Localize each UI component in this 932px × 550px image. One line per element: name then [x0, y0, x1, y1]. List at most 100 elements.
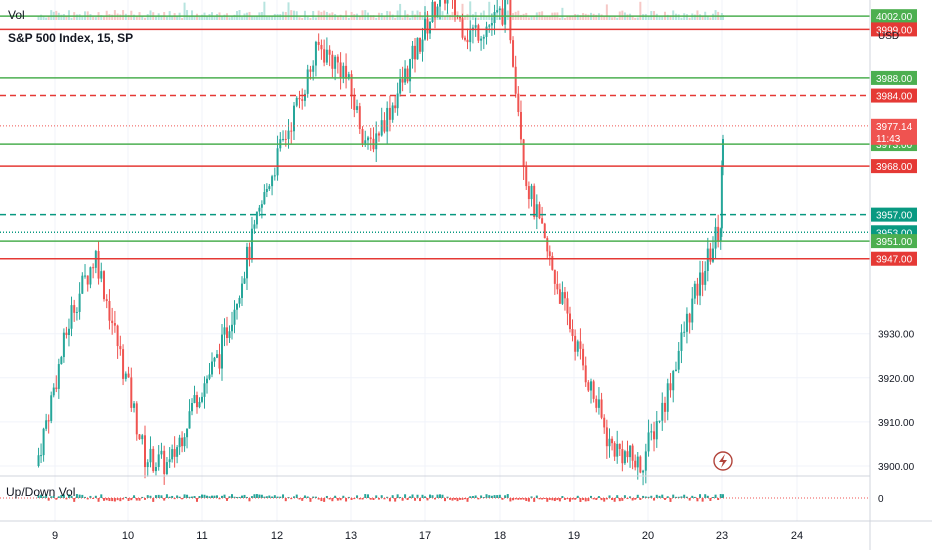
volume-bar — [183, 2, 186, 20]
updown-bar — [168, 496, 171, 498]
volume-bar — [372, 15, 375, 20]
volume-bar — [605, 4, 608, 20]
candle-body — [203, 383, 206, 397]
candle-body — [361, 129, 364, 144]
candle-body — [347, 74, 350, 79]
candle-body — [108, 300, 111, 321]
updown-bar — [42, 496, 45, 498]
updown-bar — [611, 498, 614, 501]
candle-body — [683, 331, 686, 333]
level-badge-text: 3984.00 — [876, 92, 913, 103]
volume-bar — [626, 14, 629, 20]
horizontal-levels — [0, 15, 870, 260]
candle-body — [127, 373, 130, 378]
candle-body — [188, 411, 191, 429]
updown-bar — [566, 498, 569, 500]
volume-bar — [263, 1, 266, 21]
candle-body — [512, 40, 515, 67]
volume-bar — [347, 17, 350, 20]
updown-bar — [469, 496, 472, 498]
candle-body — [236, 303, 238, 310]
candle-body — [706, 248, 709, 272]
volume-bar — [543, 16, 546, 20]
volume-bar — [65, 16, 68, 20]
volume-bar — [574, 13, 577, 20]
candle-body — [490, 23, 493, 26]
candle-body — [70, 305, 73, 329]
candle-body — [301, 99, 304, 101]
volume-bar — [464, 16, 466, 20]
candle-body — [530, 185, 533, 200]
updown-bar — [421, 494, 424, 498]
updown-bar — [394, 498, 397, 502]
candle-body — [541, 218, 544, 224]
candle-body — [576, 341, 579, 352]
candle-body — [176, 447, 179, 457]
updown-bar — [416, 494, 419, 498]
updown-bar — [590, 495, 592, 498]
candle-body — [538, 204, 541, 219]
updown-bar — [211, 495, 213, 498]
candle-body — [103, 271, 105, 300]
candle-body — [558, 289, 561, 304]
lightning-icon[interactable] — [713, 451, 733, 471]
candle-body — [525, 167, 528, 187]
candle-body — [273, 175, 276, 177]
candle-body — [582, 348, 585, 366]
volume-bar — [228, 17, 231, 20]
volume-bar — [176, 15, 179, 20]
candle-body — [133, 403, 136, 408]
updown-bar — [480, 495, 483, 498]
updown-bar — [339, 498, 342, 501]
updown-bar — [608, 495, 611, 498]
candle-body — [119, 346, 122, 350]
updown-bar — [37, 495, 40, 498]
volume-bar — [42, 16, 45, 20]
updown-bar — [618, 498, 621, 502]
indicator-label[interactable]: Up/Down Vol — [6, 485, 75, 499]
volume-bar — [449, 14, 451, 20]
candle-body — [208, 374, 211, 379]
candle-body — [621, 449, 624, 464]
volume-bar — [506, 10, 509, 20]
updown-bar — [47, 498, 50, 501]
updown-bar — [191, 496, 194, 498]
candle-body — [157, 454, 160, 468]
volume-bar — [253, 16, 256, 20]
volume-bar — [67, 10, 70, 20]
volume-label: Vol — [8, 8, 25, 22]
volume-bar — [233, 14, 236, 20]
time-axis[interactable]: 9 10 11 12 13 17 18 19 20 23 24 — [52, 530, 803, 542]
candle-body — [226, 327, 228, 339]
updown-bar — [406, 498, 409, 501]
volume-bar — [631, 15, 634, 20]
candle-body — [353, 96, 356, 110]
updown-bar — [287, 496, 290, 498]
chart-title[interactable]: S&P 500 Index, 15, SP — [8, 31, 133, 45]
level-badge: 3999.00 — [871, 22, 917, 37]
candle-body — [89, 267, 92, 285]
updown-bar — [449, 498, 451, 500]
level-badge-text: 3953.00 — [876, 228, 913, 239]
candle-body — [488, 25, 491, 27]
candle-body — [325, 49, 328, 63]
updown-bar — [97, 498, 100, 502]
volume-bar — [466, 13, 469, 20]
volume-bar — [181, 17, 184, 20]
volume-bar — [706, 15, 709, 20]
candle-body — [45, 420, 48, 429]
candle-body — [216, 354, 218, 358]
updown-bar — [434, 498, 436, 500]
price-axis[interactable]: 4040.004030.004020.004010.003930.003920.… — [878, 0, 915, 473]
candle-body — [231, 324, 233, 332]
volume-bar — [290, 10, 293, 20]
updown-bar — [538, 498, 541, 500]
updown-bar — [461, 498, 464, 500]
updown-bar — [138, 498, 141, 501]
updown-bar — [111, 498, 114, 502]
volume-bar — [47, 16, 50, 20]
candle-body — [377, 133, 380, 136]
candle-body — [623, 451, 626, 464]
